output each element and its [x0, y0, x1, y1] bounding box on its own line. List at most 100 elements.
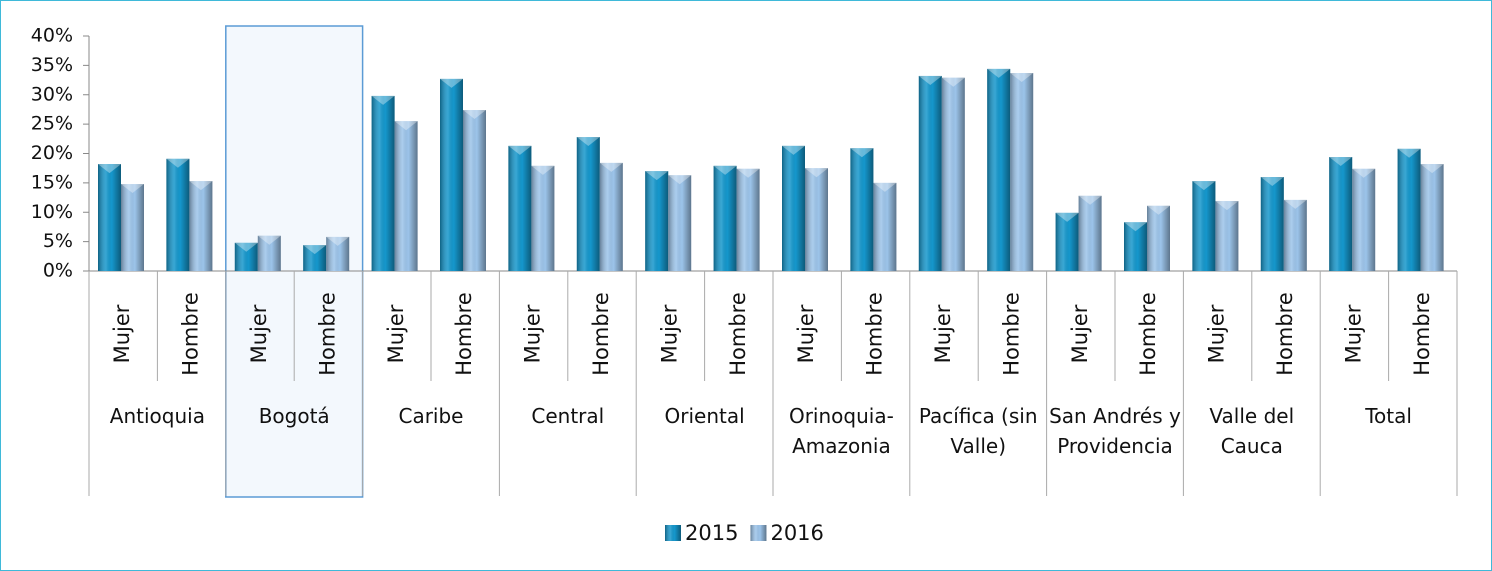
- bar-cap: [189, 181, 213, 191]
- y-tick-label: 15%: [31, 171, 73, 193]
- x-tick-label: Hombre: [1136, 292, 1160, 376]
- bar-cap: [440, 78, 463, 88]
- bar-shade: [1260, 177, 1284, 271]
- bar-shade: [873, 182, 897, 271]
- bar-shade: [189, 181, 213, 271]
- bar-shade: [805, 168, 828, 271]
- bar-cap: [805, 168, 828, 178]
- bar-shade: [121, 184, 144, 271]
- bar-shade: [326, 236, 350, 271]
- bar-shade: [166, 158, 190, 271]
- bar-shade: [1124, 222, 1147, 271]
- x-tick-label: Mujer: [1068, 304, 1092, 363]
- bar-cap: [257, 235, 281, 245]
- x-tick-label: Hombre: [589, 292, 613, 376]
- bar-shade: [234, 242, 258, 271]
- x-tick-label: Mujer: [384, 304, 408, 363]
- bar-shade: [1215, 201, 1239, 271]
- bar-cap: [1215, 201, 1239, 211]
- group-label: Orinoquia-Amazonia: [788, 404, 894, 458]
- x-tick-label: Mujer: [657, 304, 681, 363]
- y-tick-label: 20%: [31, 142, 73, 164]
- group-label: Bogotá: [258, 404, 330, 428]
- x-tick-label: Mujer: [247, 304, 271, 363]
- y-tick-label: 0%: [43, 260, 73, 282]
- bar-shade: [713, 165, 737, 271]
- legend-swatch-shade: [750, 525, 767, 541]
- bar-shade: [599, 162, 623, 271]
- bar-shade: [1055, 212, 1079, 271]
- x-tick-label: Hombre: [452, 292, 476, 376]
- bar-shade: [1283, 199, 1307, 271]
- bar-shade: [440, 78, 463, 271]
- bar-cap: [1283, 199, 1307, 209]
- y-tick-label: 35%: [31, 54, 73, 76]
- y-tick-label: 5%: [43, 230, 73, 252]
- bar-shade: [303, 245, 327, 271]
- bar-shade: [371, 95, 395, 271]
- bar-shade: [918, 75, 942, 271]
- legend-label: 2015: [685, 521, 738, 545]
- bar-cap: [1420, 164, 1444, 174]
- group-label: Central: [531, 404, 605, 428]
- bar-shade: [98, 164, 121, 271]
- x-tick-label: Mujer: [1341, 304, 1365, 363]
- x-tick-label: Mujer: [794, 304, 818, 363]
- bar-cap: [576, 137, 600, 147]
- y-tick-label: 30%: [31, 83, 73, 105]
- legend-swatch-shade: [665, 525, 681, 541]
- bar-shade: [1010, 73, 1034, 271]
- bar-cap: [1352, 168, 1376, 178]
- bar-cap: [1147, 205, 1170, 215]
- bar-shade: [576, 137, 600, 271]
- x-tick-label: Mujer: [931, 304, 955, 363]
- bar-cap: [326, 236, 350, 246]
- group-label: Valle del Cauca: [1209, 404, 1295, 458]
- x-tick-label: Hombre: [1410, 292, 1434, 376]
- bar-cap: [1192, 181, 1216, 191]
- bar-shade: [782, 145, 805, 271]
- y-tick-label: 40%: [31, 25, 73, 47]
- x-tick-label: Hombre: [726, 292, 750, 376]
- legend-label: 2016: [770, 521, 823, 545]
- bar-shade: [1397, 148, 1421, 271]
- bar-cap: [736, 168, 760, 178]
- group-label: San Andrés y Providencia: [1049, 404, 1181, 458]
- bar-shade: [394, 121, 418, 271]
- x-tick-label: Hombre: [315, 292, 339, 376]
- bar-cap: [850, 148, 874, 158]
- bar-shade: [1352, 168, 1376, 271]
- bar-shade: [257, 235, 281, 271]
- bar-shade: [1329, 157, 1353, 271]
- bar-shade: [987, 68, 1011, 272]
- bar-shade: [531, 165, 555, 271]
- y-tick-label: 25%: [31, 113, 73, 135]
- bar-cap: [1055, 212, 1079, 222]
- bar-cap: [941, 77, 965, 87]
- x-tick-label: Mujer: [1205, 304, 1229, 363]
- group-label: Caribe: [398, 404, 464, 428]
- bar-shade: [1078, 195, 1102, 271]
- bar-cap: [873, 182, 897, 192]
- x-tick-label: Mujer: [521, 304, 545, 363]
- x-tick-label: Hombre: [179, 292, 203, 376]
- y-tick-label: 10%: [31, 201, 73, 223]
- bar-cap: [1329, 157, 1353, 167]
- bar-cap: [1260, 177, 1284, 186]
- x-tick-label: Mujer: [110, 304, 134, 363]
- bar-cap: [668, 175, 692, 185]
- bar-shade: [645, 171, 669, 271]
- x-tick-label: Hombre: [863, 292, 887, 376]
- bar-shade: [850, 148, 874, 271]
- bar-cap: [303, 245, 327, 255]
- bar-cap: [166, 158, 190, 168]
- bar-shade: [463, 110, 486, 272]
- bar-shade: [736, 168, 760, 271]
- bar-cap: [713, 165, 737, 175]
- bar-cap: [508, 145, 532, 155]
- group-label: Antioquia: [109, 404, 205, 428]
- bar-shade: [508, 145, 532, 271]
- x-tick-label: Hombre: [999, 292, 1023, 376]
